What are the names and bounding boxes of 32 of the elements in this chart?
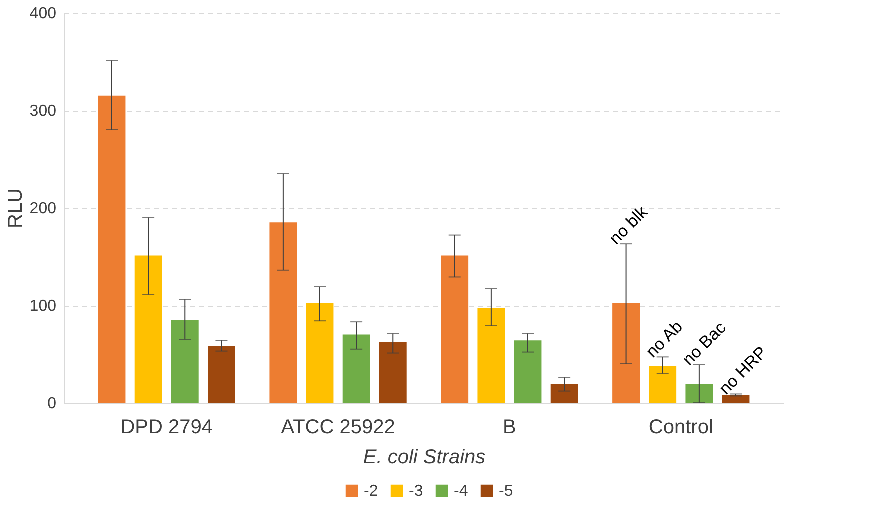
bar bbox=[722, 395, 750, 403]
bar bbox=[649, 366, 677, 403]
bar bbox=[441, 256, 469, 403]
bar bbox=[342, 334, 370, 403]
annotation: no blk bbox=[606, 202, 652, 248]
bar bbox=[171, 320, 199, 403]
bar bbox=[686, 384, 714, 403]
y-tick-label: 200 bbox=[30, 200, 57, 218]
x-tick-label: Control bbox=[648, 416, 714, 438]
x-axis-title: E. coli Strains bbox=[363, 446, 486, 468]
legend-label: -2 bbox=[364, 483, 378, 500]
x-tick-label: DPD 2794 bbox=[120, 416, 213, 438]
x-tick-label: ATCC 25922 bbox=[281, 416, 396, 438]
bar bbox=[98, 96, 126, 403]
y-tick-label: 100 bbox=[30, 298, 57, 315]
x-tick-label: B bbox=[503, 416, 516, 438]
bar bbox=[208, 346, 236, 403]
bar bbox=[514, 340, 542, 403]
bar bbox=[550, 384, 578, 403]
y-tick-label: 400 bbox=[30, 6, 57, 22]
y-tick-label: 300 bbox=[30, 103, 57, 120]
bar bbox=[478, 308, 506, 403]
bar bbox=[379, 342, 407, 403]
legend-label: -4 bbox=[454, 483, 468, 500]
legend-label: -5 bbox=[499, 483, 514, 500]
bar bbox=[612, 304, 640, 403]
legend-label: -3 bbox=[409, 483, 424, 500]
y-tick-label: 0 bbox=[48, 396, 57, 412]
bar bbox=[134, 256, 162, 403]
y-axis-title: RLU bbox=[4, 188, 27, 229]
bar bbox=[270, 222, 298, 403]
bar bbox=[306, 304, 334, 403]
